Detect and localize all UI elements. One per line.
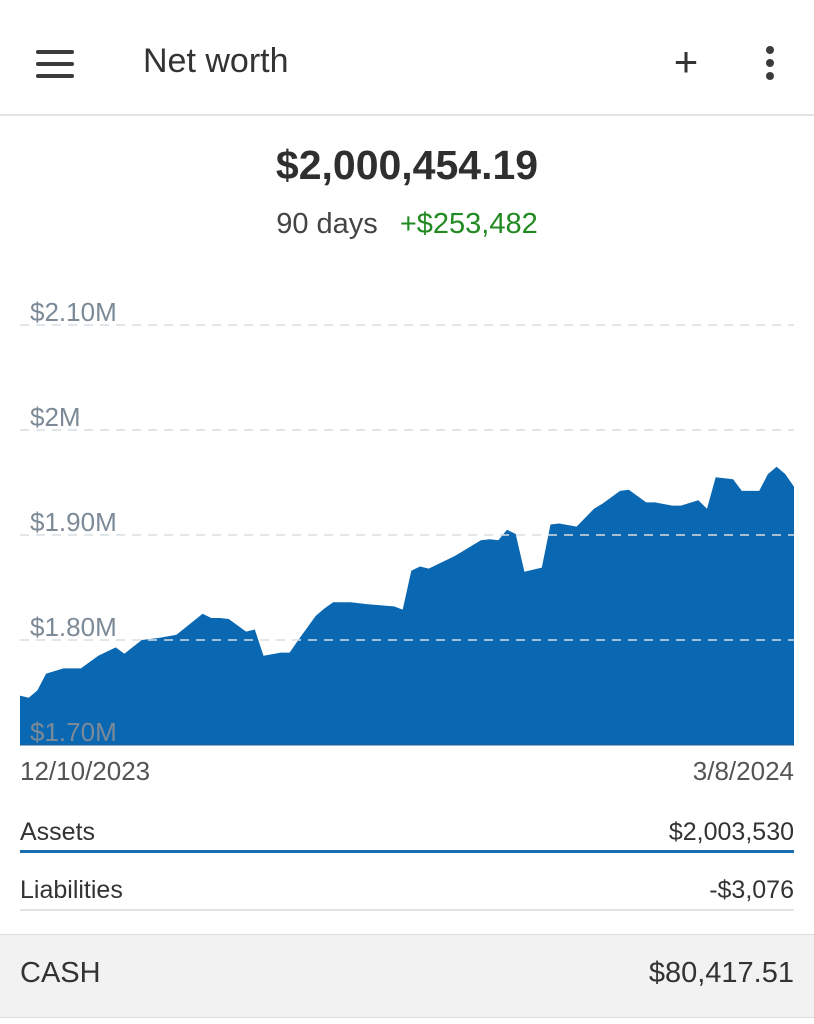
net-worth-chart[interactable]: $2.10M $2M $1.90M $1.80M $1.70M 12/10/2023 3/8… [0,280,814,800]
liabilities-value: -$3,076 [709,876,794,904]
assets-row[interactable]: Assets $2,003,530 [20,818,794,854]
y-tick-label: $1.90M [30,507,117,537]
liabilities-bar [20,909,794,911]
cash-row[interactable]: CASH $80,417.51 [0,934,814,1018]
net-worth-total: $2,000,454.19 [275,142,539,188]
assets-value: $2,003,530 [668,818,794,846]
y-tick-label: $1.80M [30,612,117,642]
page-title: Net worth [143,42,289,80]
y-tick-label: $1.70M [30,717,117,747]
y-tick-label: $2.10M [30,297,117,327]
liabilities-row[interactable]: Liabilities -$3,076 [20,876,794,912]
hamburger-menu-icon[interactable] [36,50,74,78]
cash-value: $80,417.51 [648,957,794,989]
net-worth-area [20,466,794,745]
change-amount: +$253,482 [399,208,538,240]
cash-label: CASH [20,957,101,989]
more-options-icon[interactable] [760,44,780,84]
x-tick-label: 3/8/2024 [693,756,794,786]
add-icon[interactable]: + [673,38,699,85]
change-period[interactable]: 90 days [276,208,378,240]
app-bar: Net worth + [0,0,814,116]
liabilities-label: Liabilities [20,876,123,904]
assets-label: Assets [20,818,96,846]
assets-bar [20,850,794,853]
y-tick-label: $2M [30,402,81,432]
x-tick-label: 12/10/2023 [20,756,150,786]
change-summary: 90 days +$253,482 [0,208,814,241]
